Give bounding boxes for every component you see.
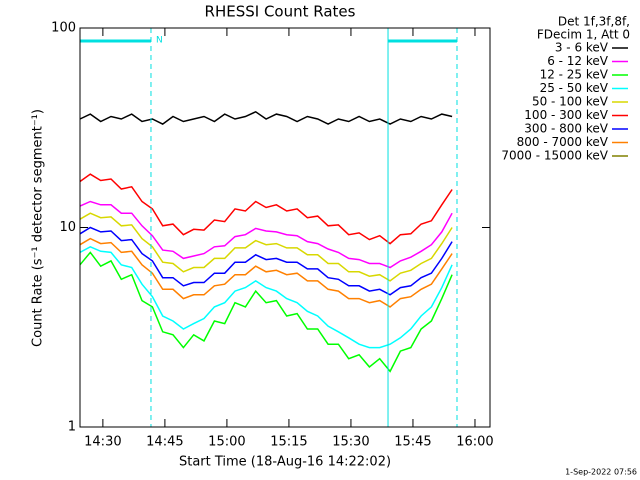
series-line xyxy=(79,212,453,282)
legend-label: 3 - 6 keV xyxy=(555,41,609,55)
legend-title: FDecim 1, Att 0 xyxy=(537,28,630,42)
x-tick-label: 15:00 xyxy=(208,435,245,450)
y-tick-label: 100 xyxy=(51,21,76,36)
x-tick-label: 15:45 xyxy=(394,435,431,450)
legend-label: 100 - 300 keV xyxy=(524,108,608,122)
x-axis-label: Start Time (18-Aug-16 14:22:02) xyxy=(179,455,391,470)
x-tick-label: 15:15 xyxy=(270,435,307,450)
legend-label: 6 - 12 keV xyxy=(547,54,609,68)
timestamp: 1-Sep-2022 07:56 xyxy=(565,468,637,477)
series-line xyxy=(79,110,453,125)
x-tick-label: 16:00 xyxy=(456,435,493,450)
interval-label: N xyxy=(156,36,163,46)
legend-label: 50 - 100 keV xyxy=(532,95,609,109)
x-tick-label: 14:30 xyxy=(84,435,121,450)
legend-label: 7000 - 15000 keV xyxy=(501,149,608,163)
series-line xyxy=(79,237,453,308)
y-tick-label: 10 xyxy=(59,220,76,235)
plot-frame xyxy=(79,27,491,428)
y-axis-label: Count Rate (s⁻¹ detector segment⁻¹) xyxy=(31,109,46,347)
y-tick-label: 1 xyxy=(68,420,76,435)
series-line xyxy=(79,200,453,269)
chart-title: RHESSI Count Rates xyxy=(205,3,356,21)
legend-label: 800 - 7000 keV xyxy=(517,135,609,149)
series-line xyxy=(79,226,453,296)
series-line xyxy=(79,245,453,349)
plot-area xyxy=(80,28,490,427)
x-tick-label: 15:30 xyxy=(332,435,369,450)
series-line xyxy=(79,173,453,245)
legend-label: 300 - 800 keV xyxy=(524,122,608,136)
series-line xyxy=(79,251,453,373)
x-tick-label: 14:45 xyxy=(146,435,183,450)
legend-label: 12 - 25 keV xyxy=(540,68,609,82)
legend-label: 25 - 50 keV xyxy=(540,81,609,95)
legend-title: Det 1f,3f,8f, xyxy=(558,15,630,29)
